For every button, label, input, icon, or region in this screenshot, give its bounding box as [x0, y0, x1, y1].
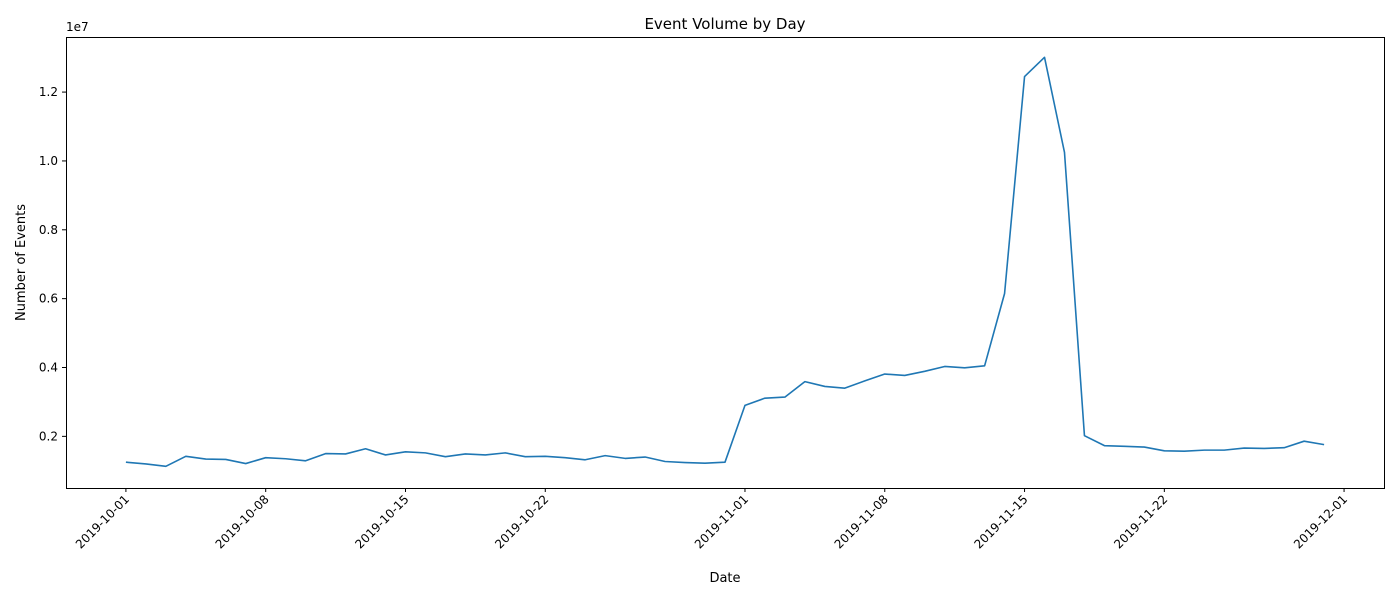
- y-axis-title: Number of Events: [14, 204, 29, 321]
- y-tick-label: 0.6: [39, 292, 58, 306]
- x-tick-label: 2019-10-22: [492, 492, 551, 551]
- y-tick-label: 0.2: [39, 429, 58, 443]
- x-tick-label: 2019-11-08: [832, 492, 891, 551]
- y-axis: 0.2 0.4 0.6 0.8 1.0 1.2: [39, 85, 66, 443]
- chart-title: Event Volume by Day: [644, 15, 805, 33]
- y-tick-label: 0.8: [39, 223, 58, 237]
- x-tick-label: 2019-11-15: [971, 492, 1030, 551]
- y-tick-label: 1.2: [39, 85, 58, 99]
- x-tick-label: 2019-10-01: [73, 492, 132, 551]
- x-tick-label: 2019-10-15: [352, 492, 411, 551]
- series-group: [125, 56, 1325, 468]
- x-axis-title: Date: [709, 571, 740, 586]
- plot-frame: [66, 37, 1385, 489]
- y-tick-label: 0.4: [39, 361, 58, 375]
- x-tick-label: 2019-12-01: [1291, 492, 1350, 551]
- x-tick-label: 2019-10-08: [213, 492, 272, 551]
- x-tick-label: 2019-11-01: [692, 492, 751, 551]
- y-tick-label: 1.0: [39, 154, 58, 168]
- x-tick-label: 2019-11-22: [1111, 492, 1170, 551]
- x-axis: 2019-10-01 2019-10-08 2019-10-15 2019-10-22…: [73, 488, 1350, 551]
- series-line: [125, 56, 1325, 468]
- y-axis-offset-label: 1e7: [66, 20, 89, 34]
